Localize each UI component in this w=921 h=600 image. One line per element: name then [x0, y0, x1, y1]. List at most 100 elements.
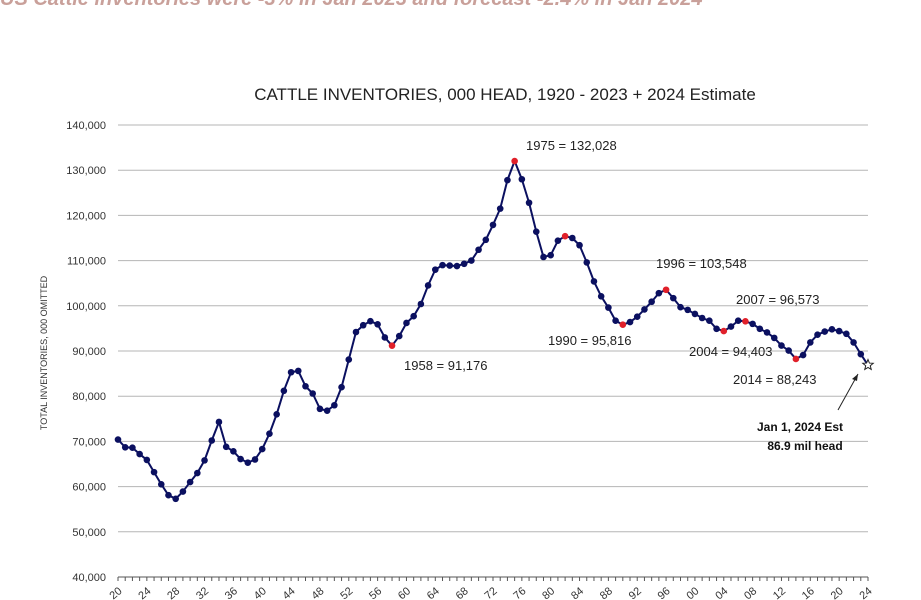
y-tick-label: 50,000	[72, 527, 106, 539]
data-point	[194, 469, 201, 477]
data-point	[669, 294, 677, 302]
data-point	[468, 257, 475, 264]
data-point	[208, 437, 216, 444]
data-point	[446, 262, 454, 269]
data-point	[338, 383, 345, 391]
data-point	[309, 390, 317, 397]
data-point	[222, 443, 230, 451]
chart-title: CATTLE INVENTORIES, 000 HEAD, 1920 - 202…	[254, 85, 756, 104]
annotation-2004: 2004 = 94,403	[689, 344, 773, 359]
data-point	[345, 356, 353, 363]
data-point	[706, 317, 713, 325]
data-point	[352, 328, 360, 336]
data-point	[698, 314, 706, 322]
data-point	[547, 251, 554, 259]
x-tick-label: 40	[252, 585, 269, 600]
y-tick-label: 80,000	[72, 391, 106, 403]
data-point	[857, 350, 865, 358]
x-tick-label: 16	[800, 585, 817, 600]
data-point	[230, 448, 237, 455]
x-tick-label: 60	[396, 585, 413, 600]
data-point	[496, 205, 504, 212]
x-tick-label: 84	[569, 585, 586, 600]
y-tick-label: 140,000	[66, 120, 106, 132]
estimate-star-point	[861, 358, 875, 371]
data-point	[770, 334, 778, 342]
data-point	[165, 491, 172, 499]
y-tick-label: 100,000	[66, 301, 106, 313]
y-tick-label: 130,000	[66, 165, 106, 177]
highlight-point	[619, 321, 627, 329]
data-point	[648, 298, 655, 306]
data-point	[294, 367, 302, 375]
data-point	[150, 468, 158, 476]
data-point	[626, 318, 634, 326]
data-point	[417, 300, 425, 308]
x-tick-label: 44	[281, 585, 298, 600]
x-tick-label: 92	[627, 585, 644, 600]
data-point	[439, 261, 446, 269]
data-point	[121, 443, 129, 451]
data-point	[569, 234, 576, 242]
highlight-point	[388, 342, 396, 349]
data-point	[331, 401, 338, 409]
data-point	[367, 317, 374, 325]
data-point	[677, 303, 684, 311]
data-point	[179, 488, 187, 495]
annotation-1975: 1975 = 132,028	[526, 138, 617, 153]
y-tick-label: 120,000	[66, 210, 106, 222]
x-tick-label: 28	[165, 585, 182, 600]
x-tick-label: 08	[742, 585, 759, 600]
data-point	[691, 310, 699, 318]
data-point	[237, 455, 244, 463]
data-point	[403, 319, 410, 327]
y-tick-label: 60,000	[72, 482, 106, 494]
x-tick-label: 24	[858, 585, 875, 600]
x-tick-label: 32	[194, 585, 211, 600]
data-point	[756, 325, 764, 333]
annotation-1958: 1958 = 91,176	[404, 358, 488, 373]
data-point	[799, 351, 807, 359]
data-point	[727, 323, 735, 330]
highlight-point	[662, 286, 670, 294]
x-tick-label: 12	[771, 585, 788, 600]
data-point	[713, 325, 720, 333]
annotation-2014: 2014 = 88,243	[733, 372, 817, 387]
data-point	[186, 478, 194, 486]
x-tick-label: 68	[454, 585, 471, 600]
data-point	[734, 317, 742, 325]
data-point	[323, 407, 331, 414]
x-tick-label: 20	[108, 585, 125, 600]
estimate-note-line1: Jan 1, 2024 Est	[757, 420, 843, 434]
data-point	[843, 330, 850, 338]
data-point	[540, 253, 547, 261]
data-point	[251, 456, 259, 463]
data-point	[201, 457, 208, 464]
data-point	[835, 327, 843, 335]
data-point	[850, 339, 857, 346]
annotation-1996: 1996 = 103,548	[656, 256, 747, 271]
data-point	[763, 329, 771, 336]
x-tick-label: 52	[338, 585, 355, 600]
data-point	[576, 241, 583, 249]
data-point	[532, 228, 540, 235]
data-point	[287, 368, 295, 376]
data-point	[583, 259, 591, 266]
highlight-point	[511, 157, 518, 165]
data-point	[554, 237, 562, 245]
data-point	[807, 339, 814, 346]
data-point	[316, 405, 324, 413]
data-point	[424, 282, 432, 289]
x-tick-label: 48	[309, 585, 326, 600]
x-tick-label: 04	[713, 585, 730, 600]
data-point	[172, 495, 179, 503]
data-point	[590, 278, 598, 285]
data-point	[785, 347, 792, 354]
data-point	[633, 313, 641, 320]
inventory-series-line	[117, 160, 862, 500]
data-point	[258, 445, 266, 453]
data-point	[136, 450, 143, 458]
x-tick-label: 76	[511, 585, 528, 600]
y-tick-label: 90,000	[72, 346, 106, 358]
data-point	[684, 306, 692, 314]
